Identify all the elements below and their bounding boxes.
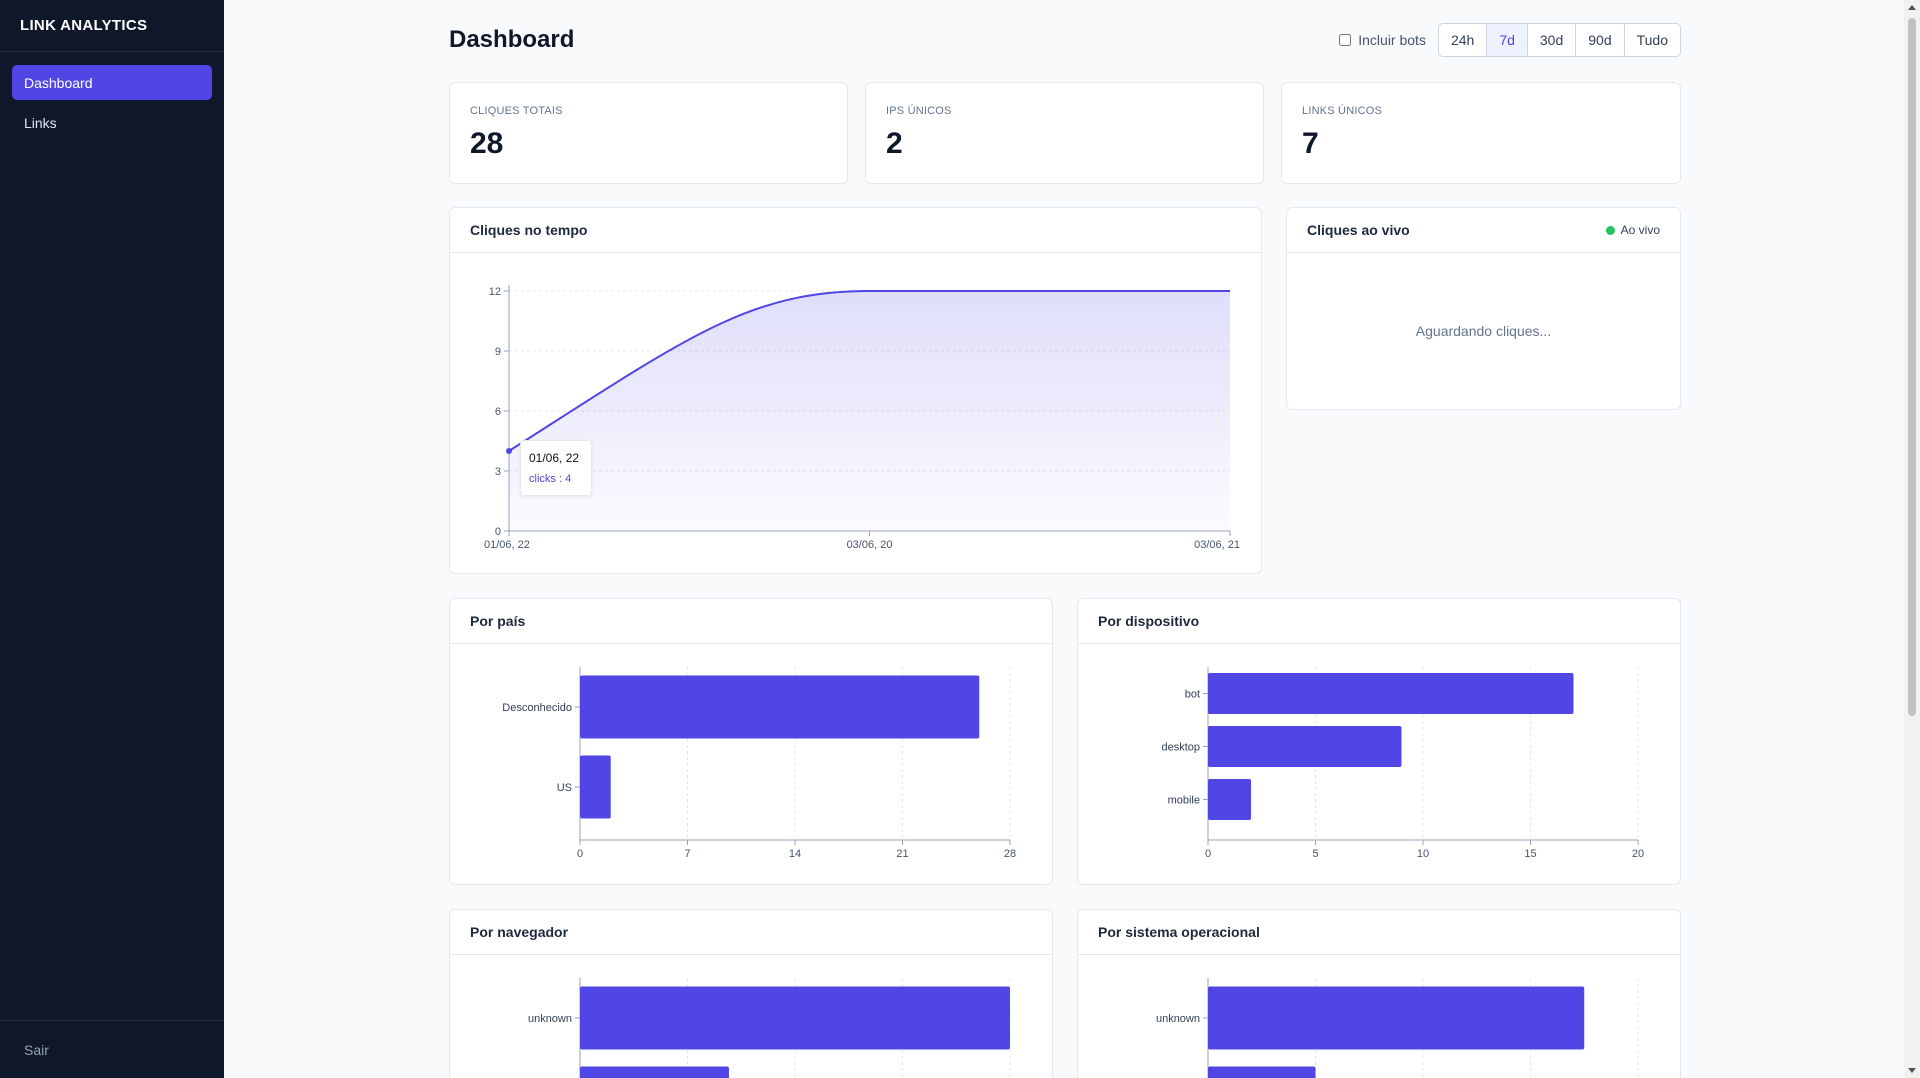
x-tick-label: 03/06, 20: [847, 539, 893, 551]
range-30d-button[interactable]: 30d: [1528, 24, 1577, 56]
browser-card: Por navegador unknownChrome: [449, 909, 1053, 1078]
sidebar-item-links[interactable]: Links: [24, 114, 57, 131]
stat-value: 28: [470, 127, 504, 160]
logout-button[interactable]: Sair: [0, 1020, 224, 1078]
country-chart: 0 7 14 21 28 Desconhecido US: [502, 667, 1016, 860]
y-tick-label: 9: [495, 346, 501, 358]
x-tick-label: 5: [1312, 848, 1318, 860]
category-label: desktop: [1161, 742, 1200, 754]
scroll-down-icon[interactable]: [1908, 1068, 1916, 1073]
live-badge: Ao vivo: [1605, 223, 1660, 237]
category-label: unknown: [1156, 1013, 1200, 1025]
chart-tooltip: 01/06, 22 clicks : 4: [520, 440, 592, 496]
range-all-button[interactable]: Tudo: [1636, 32, 1668, 48]
category-label: Desconhecido: [502, 702, 572, 714]
tooltip-title: 01/06, 22: [529, 451, 580, 465]
bar: [580, 1066, 729, 1078]
x-tick-label: 14: [789, 848, 801, 860]
x-tick-label: 10: [1417, 848, 1429, 860]
stat-value: 7: [1302, 127, 1319, 160]
stat-card-unique-links: LINKS ÚNICOS 7: [1281, 82, 1681, 184]
timeline-chart: 0 3 6 9 12 01/06, 22 03/06, 20 03/06, 21: [484, 285, 1240, 551]
x-tick-label: 20: [1632, 848, 1644, 860]
x-tick-label: 0: [577, 848, 583, 860]
x-tick-label: 7: [684, 848, 690, 860]
device-card: Por dispositivo 0 5 10 15 20 bot desktop mobile: [1077, 598, 1681, 885]
tooltip-value: clicks : 4: [529, 473, 572, 485]
x-tick-label: 21: [896, 848, 908, 860]
bar: [1208, 726, 1402, 767]
page-scrollbar[interactable]: [1904, 0, 1920, 1078]
range-24h-button[interactable]: 24h: [1439, 24, 1488, 56]
x-tick-label: 01/06, 22: [484, 539, 530, 551]
x-tick-label: 28: [1004, 848, 1016, 860]
live-card-header: Cliques ao vivo Ao vivo: [1287, 208, 1680, 253]
y-tick-label: 6: [495, 406, 501, 418]
live-dot-icon: [1605, 225, 1615, 235]
header-controls: Incluir bots 24h 7d 30d 90d Tudo: [1339, 23, 1681, 57]
bar: [580, 755, 611, 819]
bar: [580, 986, 1010, 1050]
bar: [1208, 779, 1251, 820]
category-label: bot: [1185, 689, 1200, 701]
y-tick-label: 12: [489, 286, 501, 298]
live-empty-state: Aguardando cliques...: [1415, 323, 1552, 339]
range-selector: 24h 7d 30d 90d Tudo: [1437, 23, 1681, 57]
scroll-up-icon[interactable]: [1908, 5, 1916, 10]
stat-card-unique-ips: IPS ÚNICOS 2: [865, 82, 1264, 184]
y-tick-label: 0: [495, 526, 501, 538]
category-label: US: [557, 782, 572, 794]
card-title: Cliques no tempo: [450, 208, 1261, 253]
card-title: Por sistema operacional: [1078, 910, 1680, 955]
x-tick-label: 03/06, 21: [1194, 539, 1240, 551]
stat-card-total-clicks: CLIQUES TOTAIS 28: [449, 82, 848, 184]
card-title: Por dispositivo: [1078, 599, 1680, 644]
y-tick-label: 3: [495, 466, 501, 478]
live-badge-label: Ao vivo: [1620, 223, 1660, 237]
include-bots-toggle[interactable]: Incluir bots: [1339, 32, 1426, 48]
x-tick-label: 15: [1524, 848, 1536, 860]
bar: [1208, 1066, 1316, 1078]
bar: [1208, 673, 1574, 714]
range-90d-button[interactable]: 90d: [1576, 24, 1625, 56]
range-7d-button[interactable]: 7d: [1487, 24, 1528, 56]
page-header: Dashboard Incluir bots 24h 7d 30d 90d Tu…: [449, 22, 1681, 58]
sidebar: LINK ANALYTICS Dashboard Links Sair: [0, 0, 224, 1078]
category-label: mobile: [1168, 795, 1200, 807]
device-chart: 0 5 10 15 20 bot desktop mobile: [1161, 667, 1644, 860]
brand-logo: LINK ANALYTICS: [0, 0, 224, 52]
timeline-card: Cliques no tempo 0 3 6 9 12 01/06, 22 03/06, 2…: [449, 207, 1262, 574]
area-fill: [509, 291, 1230, 531]
sidebar-item-dashboard[interactable]: Dashboard: [12, 65, 212, 100]
include-bots-checkbox[interactable]: [1339, 34, 1352, 46]
data-point: [506, 448, 512, 454]
sidebar-nav: Dashboard Links: [0, 52, 224, 158]
scrollbar-thumb[interactable]: [1908, 18, 1916, 716]
bar: [580, 675, 980, 739]
card-title: Cliques ao vivo: [1307, 222, 1410, 238]
os-chart: unknownLinux: [1156, 978, 1639, 1078]
card-title: Por navegador: [450, 910, 1052, 955]
x-tick-label: 0: [1205, 848, 1211, 860]
series-line: [508, 290, 1230, 452]
browser-chart: unknownChrome: [528, 978, 1011, 1078]
card-title: Por país: [450, 599, 1052, 644]
include-bots-label: Incluir bots: [1358, 32, 1426, 48]
country-card: Por país 0 7 14 21 28 Desconhecido US: [449, 598, 1053, 885]
stat-label: CLIQUES TOTAIS: [470, 105, 563, 117]
os-card: Por sistema operacional unknownLinux: [1077, 909, 1681, 1078]
stat-value: 2: [886, 127, 903, 160]
stat-label: LINKS ÚNICOS: [1302, 105, 1383, 117]
stat-label: IPS ÚNICOS: [886, 105, 952, 117]
category-label: unknown: [528, 1013, 572, 1025]
bar: [1208, 986, 1585, 1050]
page-title: Dashboard: [449, 26, 575, 53]
live-clicks-card: Cliques ao vivo Ao vivo Aguardando cliqu…: [1286, 207, 1681, 410]
